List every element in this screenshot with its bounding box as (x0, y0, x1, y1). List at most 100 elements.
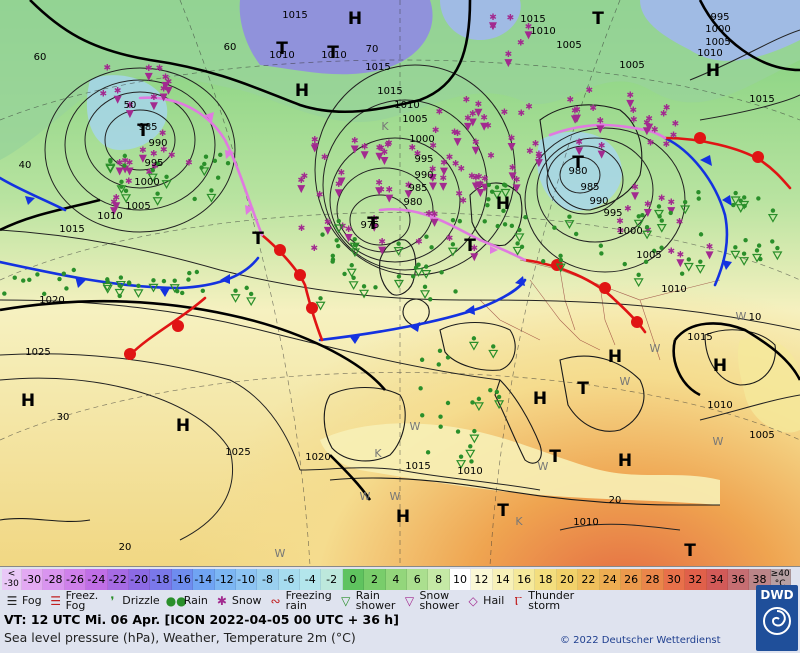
svg-text:✱: ✱ (159, 129, 167, 139)
svg-text:✱: ✱ (475, 100, 483, 110)
isobar-label: 985 (408, 183, 427, 194)
isobar-label: 60 (34, 52, 47, 63)
legend-item-snow: ✱ Snow (214, 594, 262, 608)
isobar-label: 1020 (305, 452, 330, 463)
low-pressure-label: T (577, 379, 589, 399)
isobar-label: 1025 (225, 447, 250, 458)
svg-text:✱: ✱ (370, 215, 378, 225)
isobar-label: 995 (603, 208, 622, 219)
svg-text:✱: ✱ (629, 106, 637, 116)
svg-text:✱: ✱ (297, 176, 305, 186)
temperature-scale-cell: -14 (193, 569, 215, 590)
svg-text:✱: ✱ (589, 104, 597, 114)
svg-text:✱: ✱ (100, 90, 108, 100)
svg-text:✱: ✱ (116, 159, 124, 169)
svg-text:✱: ✱ (472, 173, 480, 183)
svg-text:✱: ✱ (110, 198, 118, 208)
svg-text:✱: ✱ (573, 106, 581, 116)
isobar-label: 1020 (39, 295, 64, 306)
svg-text:✱: ✱ (414, 149, 422, 159)
svg-text:✱: ✱ (185, 159, 193, 169)
svg-text:✱: ✱ (385, 139, 393, 149)
weather-letter: W (360, 490, 371, 503)
temperature-scale-cell: 24 (599, 569, 621, 590)
svg-text:✱: ✱ (507, 13, 515, 23)
svg-text:✱: ✱ (429, 141, 437, 151)
isobar-label: 975 (360, 220, 379, 231)
svg-text:✱: ✱ (631, 183, 639, 193)
isobar-label: 1015 (520, 14, 545, 25)
svg-text:✱: ✱ (644, 200, 652, 210)
isobar-label: 985 (138, 122, 157, 133)
isobar-label: 1000 (134, 177, 159, 188)
temperature-scale-cell: -6 (278, 569, 301, 590)
low-pressure-label: T (464, 236, 476, 256)
svg-text:✱: ✱ (311, 141, 319, 151)
dwd-logo-text: DWD (760, 588, 794, 602)
isobar-label: 1005 (556, 40, 581, 51)
legend-item-thunderstorm: Ⲅ Thunder storm (510, 589, 575, 612)
legend-item-label: Rain (183, 594, 208, 607)
isobar-label: 995 (710, 12, 729, 23)
svg-text:✱: ✱ (475, 172, 483, 182)
isobar-label: 1015 (405, 461, 430, 472)
legend: < -30 -30 -28 -26 -24 -22 -20 -18 -16 -14 -12 -10 -8… (0, 566, 800, 653)
temperature-scale-cell: -12 (214, 569, 236, 590)
dwd-logo: DWD (756, 585, 798, 651)
svg-text:✱: ✱ (311, 244, 319, 254)
svg-text:✱: ✱ (335, 180, 343, 190)
low-pressure-label: T (592, 9, 604, 29)
svg-text:✱: ✱ (126, 101, 134, 111)
temperature-scale-cell: -28 (43, 569, 65, 590)
svg-text:✱: ✱ (672, 120, 680, 130)
high-pressure-label: H (176, 416, 190, 436)
temperature-scale-cell: -18 (150, 569, 172, 590)
snow-shower-icon: ▽ (404, 594, 415, 608)
weather-letter: W (410, 420, 421, 433)
svg-text:✱: ✱ (415, 237, 423, 247)
svg-text:✱: ✱ (567, 96, 575, 106)
svg-text:✱: ✱ (104, 64, 112, 74)
svg-text:✱: ✱ (571, 106, 579, 116)
svg-text:✱: ✱ (121, 157, 129, 167)
temperature-scale-cell: -26 (64, 569, 87, 590)
isobar-label: 20 (119, 542, 132, 553)
isobar-label: 985 (580, 182, 599, 193)
svg-text:✱: ✱ (446, 153, 454, 163)
legend-item-fog: ☰ Fog (4, 594, 42, 608)
svg-text:✱: ✱ (156, 64, 164, 74)
low-pressure-label: T (327, 43, 339, 63)
isobar-label: 1015 (365, 62, 390, 73)
low-pressure-label: T (252, 229, 264, 249)
isobar-label: 1000 (409, 134, 434, 145)
legend-item-snow-shower: ▽ Snow shower (401, 590, 459, 611)
svg-text:✱: ✱ (663, 104, 671, 114)
svg-text:✱: ✱ (458, 165, 466, 175)
svg-text:✱: ✱ (316, 190, 324, 200)
legend-item-label: Hail (483, 594, 505, 607)
svg-text:✱: ✱ (501, 108, 509, 118)
legend-item-label: Thunder storm (528, 589, 575, 612)
svg-text:✱: ✱ (162, 73, 170, 83)
svg-text:✱: ✱ (489, 13, 497, 23)
svg-text:✱: ✱ (339, 222, 347, 232)
weather-letter: W (538, 460, 549, 473)
svg-text:✱: ✱ (324, 218, 332, 228)
isobar-label: 1010 (707, 400, 732, 411)
svg-text:✱: ✱ (436, 108, 444, 118)
svg-text:✱: ✱ (469, 110, 477, 120)
isobar-label: 1000 (705, 24, 730, 35)
isobar-label: 50 (124, 100, 137, 111)
svg-text:✱: ✱ (658, 194, 666, 204)
isobar-label: 1010 (97, 211, 122, 222)
isobar-label: 1015 (59, 224, 84, 235)
svg-text:✱: ✱ (301, 172, 309, 182)
weather-letter: K (381, 120, 389, 133)
svg-text:✱: ✱ (113, 193, 121, 203)
legend-item-label: Drizzle (122, 594, 160, 607)
temperature-scale-cell: 14 (492, 569, 514, 590)
map-description: Sea level pressure (hPa), Weather, Tempe… (4, 630, 356, 645)
isobar-label: 1010 (457, 466, 482, 477)
high-pressure-label: H (713, 356, 727, 376)
